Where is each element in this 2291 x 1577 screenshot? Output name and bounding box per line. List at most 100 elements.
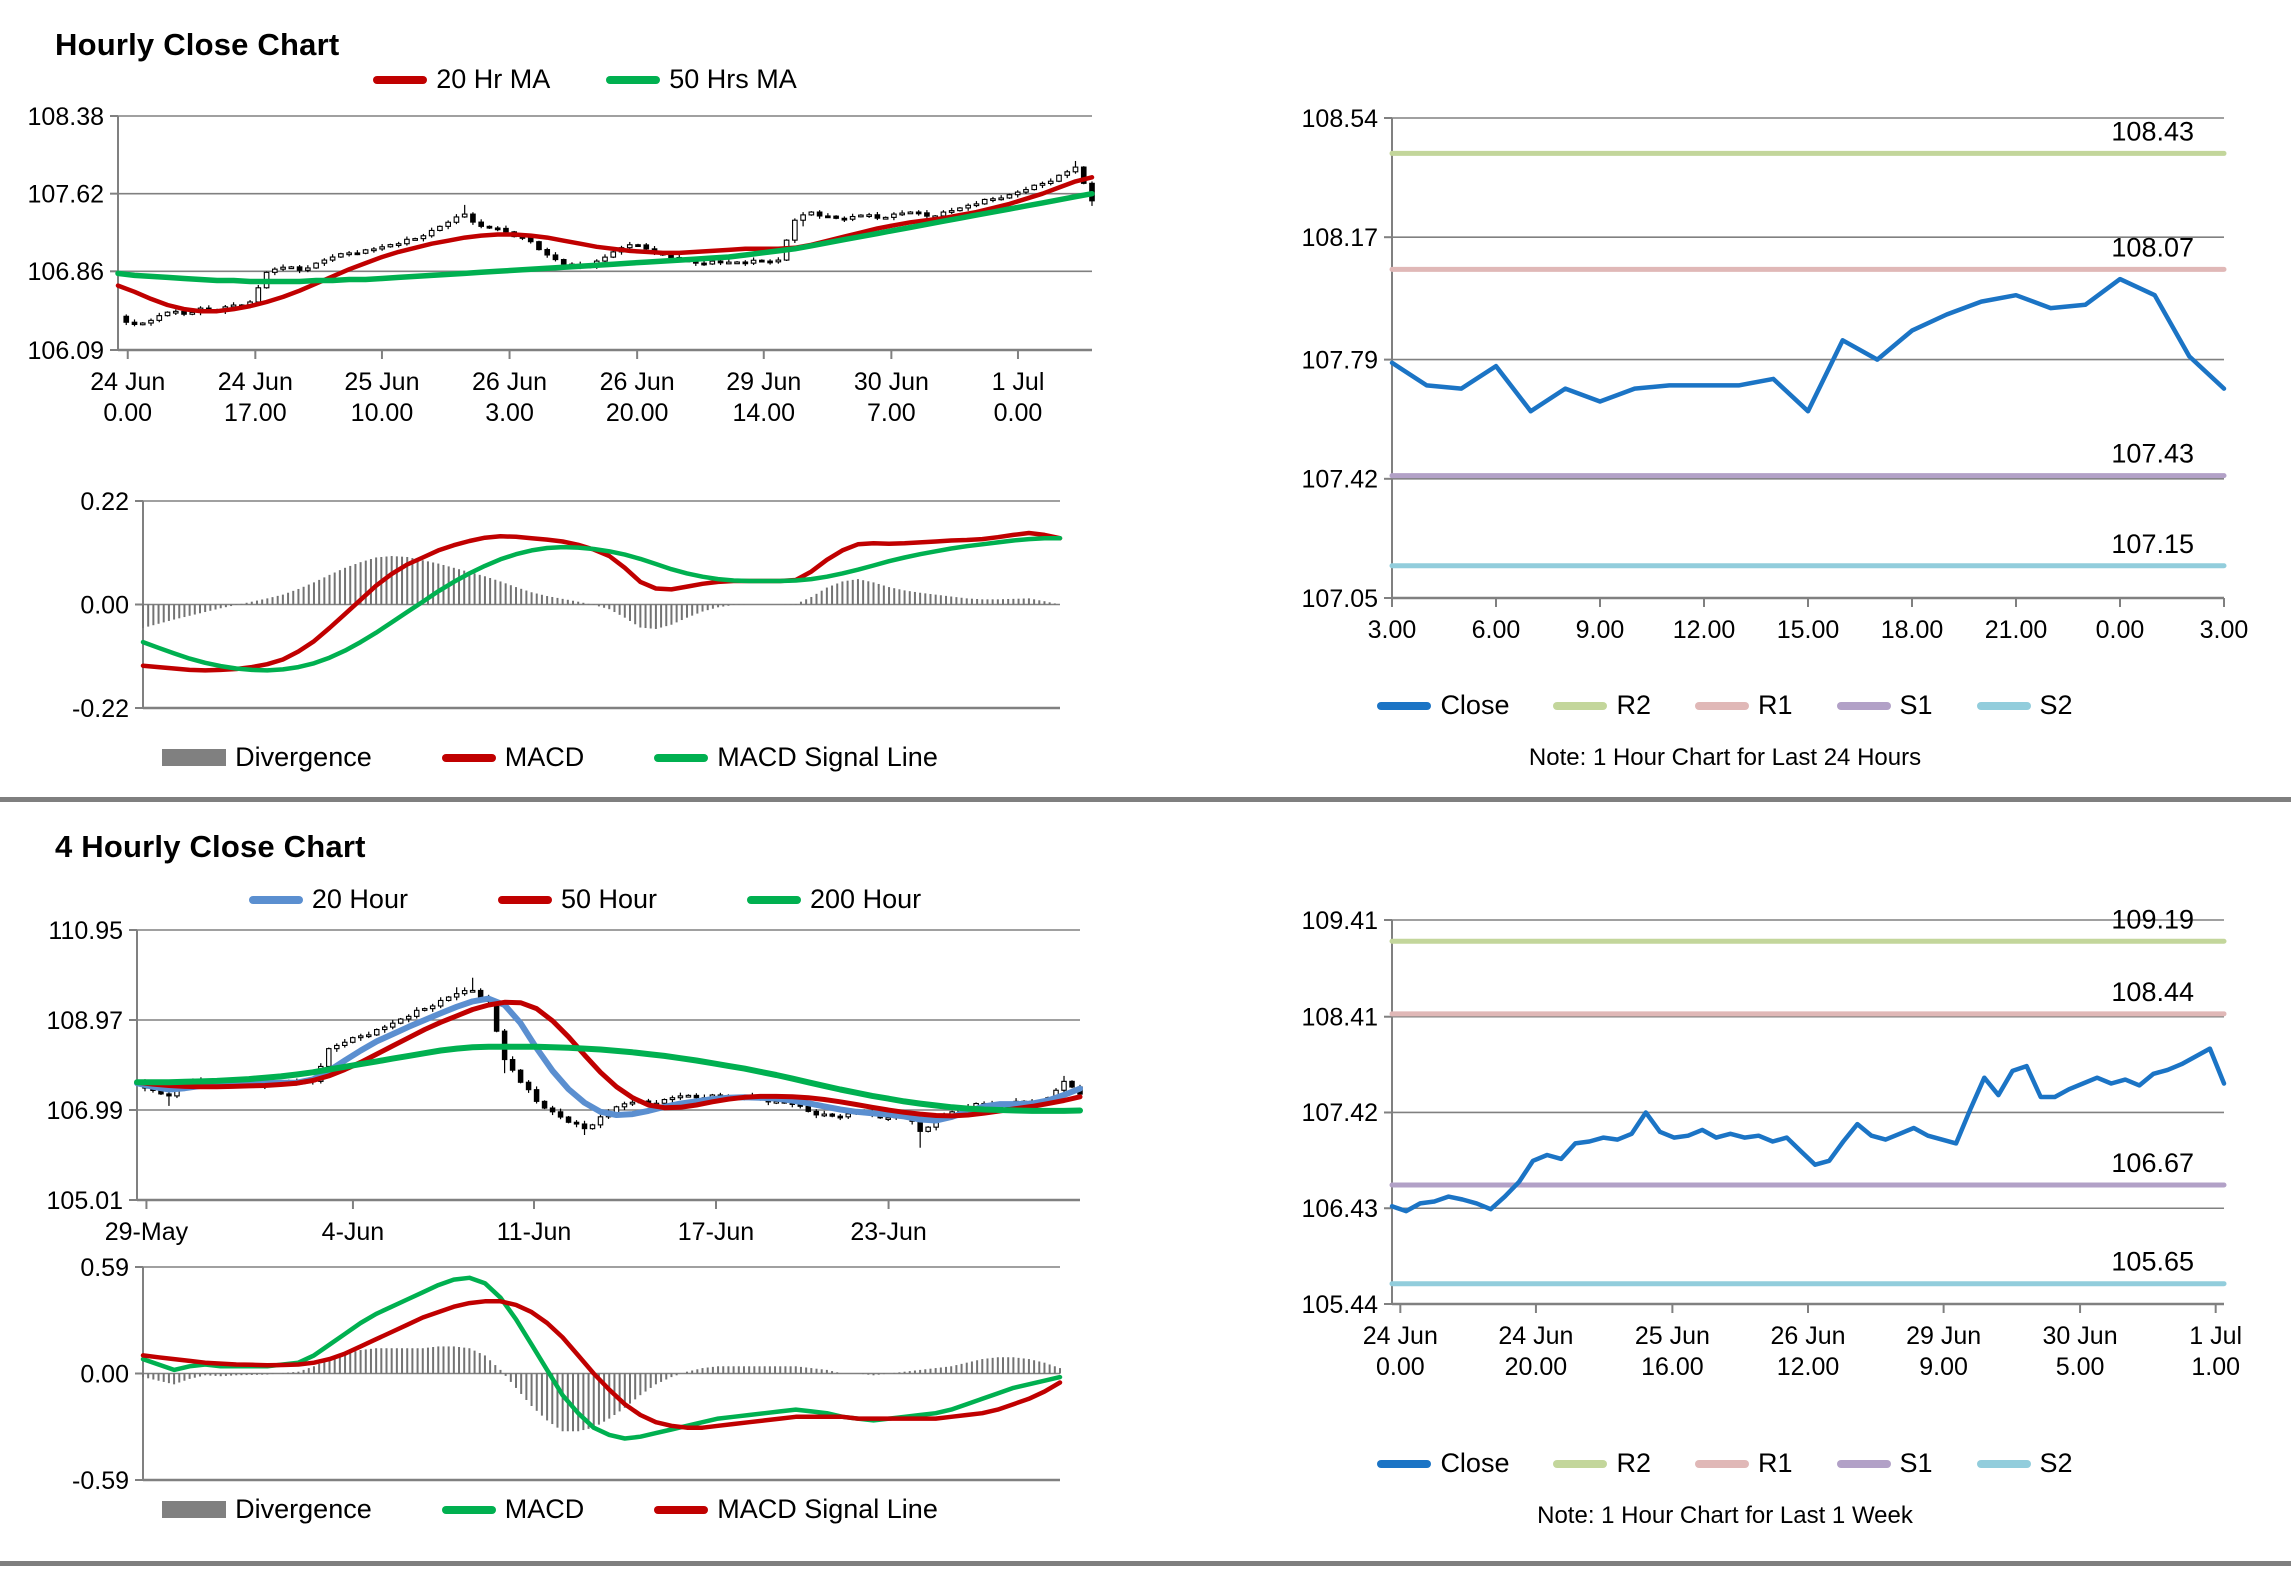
legend-label: MACD Signal Line — [717, 742, 938, 772]
svg-text:26 Jun: 26 Jun — [472, 368, 547, 396]
svg-text:0.00: 0.00 — [80, 1360, 129, 1388]
legend-label: Close — [1440, 690, 1510, 720]
svg-text:0.00: 0.00 — [103, 399, 152, 427]
four-hourly-macd-plot: 0.59 0.00 -0.59 — [72, 1254, 1063, 1495]
legend-label: R2 — [1616, 1448, 1651, 1478]
svg-text:26 Jun: 26 Jun — [1770, 1322, 1845, 1350]
section-title-4hourly: 4 Hourly Close Chart — [55, 828, 366, 864]
svg-text:10.00: 10.00 — [351, 399, 414, 427]
legend-label: S2 — [2039, 690, 2073, 720]
svg-text:-0.22: -0.22 — [72, 695, 129, 723]
svg-text:0.59: 0.59 — [80, 1254, 129, 1282]
legend-item-s1: S1 — [1836, 690, 1933, 721]
svg-text:0.00: 0.00 — [2096, 616, 2145, 644]
hourly-candlestick-plot: 108.38 107.62 106.86 106.09 24 Jun 0.00 24 Jun… — [28, 103, 1095, 427]
svg-text:24 Jun: 24 Jun — [218, 368, 293, 396]
svg-text:21.00: 21.00 — [1985, 616, 2048, 644]
svg-text:6.00: 6.00 — [1472, 616, 1521, 644]
svg-text:108.17: 108.17 — [1302, 224, 1378, 252]
legend-label: S2 — [2039, 1448, 2073, 1478]
svg-text:12.00: 12.00 — [1777, 1353, 1840, 1381]
svg-text:109.19: 109.19 — [2111, 904, 2194, 934]
weekly-pivot-note: Note: 1 Hour Chart for Last 1 Week — [1537, 1502, 1913, 1529]
svg-text:1.00: 1.00 — [2191, 1353, 2240, 1381]
line-swatch-icon — [1377, 701, 1432, 710]
legend-label: R2 — [1616, 690, 1651, 720]
svg-text:3.00: 3.00 — [2200, 616, 2249, 644]
svg-text:105.44: 105.44 — [1302, 1291, 1379, 1319]
legend-item-50-hour: 50 Hour — [497, 884, 658, 915]
svg-text:11-Jun: 11-Jun — [497, 1218, 572, 1246]
legend-item-s2: S2 — [1976, 690, 2073, 721]
svg-text:106.67: 106.67 — [2111, 1148, 2194, 1178]
legend-item-r1: R1 — [1694, 1448, 1793, 1479]
line-swatch-icon — [497, 895, 552, 904]
svg-text:1 Jul: 1 Jul — [2189, 1322, 2242, 1350]
svg-text:107.15: 107.15 — [2111, 529, 2194, 559]
svg-text:0.00: 0.00 — [80, 591, 129, 619]
legend-item-close: Close — [1377, 1448, 1509, 1479]
svg-text:108.44: 108.44 — [2111, 977, 2194, 1007]
svg-text:14.00: 14.00 — [732, 399, 795, 427]
hourly-pivot-plot: 108.54 108.17 107.79 107.42 107.05 3.00 6.00 9.… — [1302, 105, 2249, 644]
svg-text:108.41: 108.41 — [1302, 1003, 1378, 1031]
four-hourly-macd-legend: Divergence MACD MACD Signal Line — [20, 1494, 1080, 1525]
bar-swatch-icon — [162, 1501, 227, 1518]
svg-text:20.00: 20.00 — [1505, 1353, 1568, 1381]
svg-text:9.00: 9.00 — [1576, 616, 1625, 644]
line-swatch-icon — [1976, 701, 2031, 710]
line-swatch-icon — [1553, 701, 1608, 710]
section-title-hourly: Hourly Close Chart — [55, 26, 340, 62]
line-swatch-icon — [1377, 1459, 1432, 1468]
legend-label: R1 — [1757, 1448, 1793, 1478]
svg-text:24 Jun: 24 Jun — [1363, 1322, 1438, 1350]
svg-text:108.54: 108.54 — [1302, 105, 1379, 133]
svg-text:1 Jul: 1 Jul — [992, 368, 1045, 396]
legend-label: MACD Signal Line — [717, 1494, 938, 1524]
svg-text:106.86: 106.86 — [28, 258, 104, 286]
line-swatch-icon — [654, 753, 709, 762]
svg-text:-0.59: -0.59 — [72, 1467, 129, 1495]
legend-item-macd-signal-line: MACD Signal Line — [654, 1494, 938, 1525]
svg-text:107.42: 107.42 — [1302, 1099, 1378, 1127]
svg-text:30 Jun: 30 Jun — [854, 368, 929, 396]
hourly-pivot-note: Note: 1 Hour Chart for Last 24 Hours — [1528, 744, 1922, 771]
svg-text:105.65: 105.65 — [2111, 1247, 2194, 1277]
line-swatch-icon — [441, 753, 496, 762]
legend-label: MACD — [504, 1494, 585, 1524]
hourly-macd-plot: 0.22 0.00 -0.22 — [72, 488, 1063, 723]
section-divider — [0, 797, 2291, 802]
svg-text:105.01: 105.01 — [47, 1187, 123, 1215]
svg-text:24 Jun: 24 Jun — [1498, 1322, 1573, 1350]
svg-text:0.00: 0.00 — [994, 399, 1043, 427]
svg-text:7.00: 7.00 — [867, 399, 916, 427]
legend-item-r2: R2 — [1553, 1448, 1651, 1479]
line-swatch-icon — [606, 75, 661, 84]
svg-text:17-Jun: 17-Jun — [678, 1218, 754, 1246]
legend-item-divergence: Divergence — [162, 742, 372, 773]
svg-text:29-May: 29-May — [105, 1218, 189, 1246]
legend-label: 20 Hour — [311, 884, 408, 914]
line-swatch-icon — [1553, 1459, 1608, 1468]
hourly-pivot-legend: Close R2 R1 S1 S2 — [1180, 690, 2270, 721]
svg-text:29 Jun: 29 Jun — [1906, 1322, 1981, 1350]
legend-label: S1 — [1899, 690, 1933, 720]
svg-text:0.00: 0.00 — [1376, 1353, 1425, 1381]
legend-item-200-hour: 200 Hour — [747, 884, 921, 915]
line-swatch-icon — [747, 895, 802, 904]
svg-text:20.00: 20.00 — [606, 399, 669, 427]
legend-label: 50 Hour — [560, 884, 658, 914]
legend-item-s2: S2 — [1976, 1448, 2073, 1479]
svg-text:12.00: 12.00 — [1673, 616, 1736, 644]
svg-text:3.00: 3.00 — [1368, 616, 1417, 644]
line-swatch-icon — [373, 75, 428, 84]
svg-text:107.43: 107.43 — [2111, 439, 2194, 469]
svg-text:30 Jun: 30 Jun — [2043, 1322, 2118, 1350]
svg-text:107.05: 107.05 — [1302, 585, 1378, 613]
svg-text:107.79: 107.79 — [1302, 346, 1378, 374]
page-bottom-divider — [0, 1561, 2291, 1566]
svg-text:108.97: 108.97 — [47, 1007, 123, 1035]
svg-text:107.42: 107.42 — [1302, 466, 1378, 494]
svg-text:106.99: 106.99 — [47, 1097, 123, 1125]
svg-text:29 Jun: 29 Jun — [726, 368, 801, 396]
